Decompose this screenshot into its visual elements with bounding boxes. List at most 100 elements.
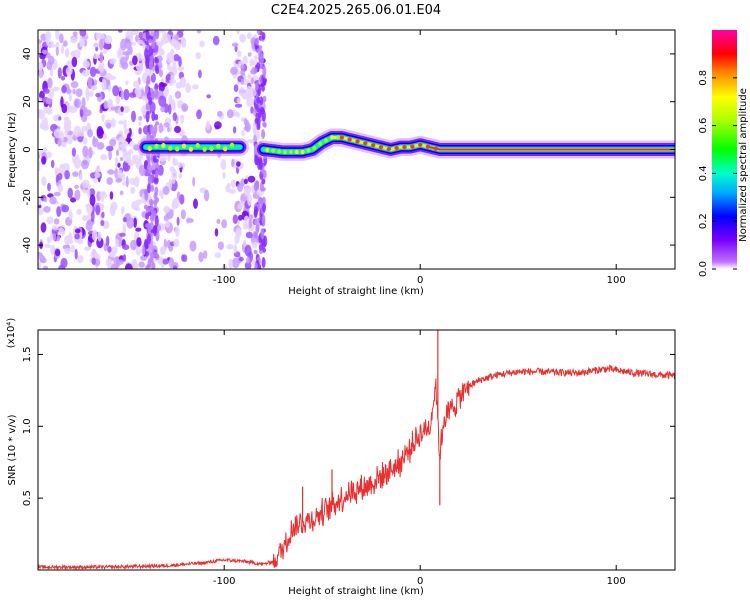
noise-speckle bbox=[112, 85, 120, 97]
noise-speckle bbox=[233, 243, 238, 254]
noise-speckle bbox=[125, 137, 132, 142]
noise-speckle bbox=[189, 240, 197, 252]
noise-speckle bbox=[94, 172, 101, 178]
noise-speckle bbox=[231, 257, 240, 269]
noise-speckle bbox=[178, 173, 183, 179]
noise-speckle bbox=[53, 191, 61, 197]
noise-speckle bbox=[231, 42, 239, 47]
noise-speckle bbox=[85, 86, 90, 98]
noise-speckle bbox=[243, 178, 248, 185]
noise-speckle bbox=[57, 184, 64, 193]
noise-speckle bbox=[147, 176, 152, 185]
noise-speckle bbox=[85, 220, 93, 231]
noise-speckle bbox=[147, 183, 151, 194]
noise-speckle bbox=[41, 156, 47, 165]
noise-speckle bbox=[109, 191, 114, 200]
noise-speckle bbox=[199, 40, 205, 48]
noise-speckle bbox=[63, 119, 72, 127]
noise-speckle bbox=[148, 96, 153, 106]
noise-speckle bbox=[261, 110, 266, 122]
noise-speckle bbox=[53, 218, 60, 225]
noise-speckle bbox=[130, 239, 137, 251]
noise-speckle bbox=[258, 158, 263, 171]
noise-speckle bbox=[79, 173, 83, 181]
snr-axes: -100 0 100 0.5 1.0 1.5 bbox=[22, 330, 675, 587]
noise-speckle bbox=[240, 64, 245, 70]
noise-speckle bbox=[228, 188, 236, 194]
signal-blob bbox=[402, 145, 407, 150]
signal-blob bbox=[195, 143, 200, 148]
noise-speckle bbox=[62, 40, 68, 47]
noise-speckle bbox=[78, 232, 83, 240]
signal-blob bbox=[175, 146, 180, 152]
noise-speckle bbox=[114, 168, 119, 179]
noise-speckle bbox=[172, 157, 176, 166]
noise-speckle bbox=[158, 122, 164, 134]
noise-speckle bbox=[82, 145, 89, 158]
noise-speckle bbox=[138, 31, 143, 39]
noise-speckle bbox=[253, 249, 258, 255]
noise-speckle bbox=[57, 67, 62, 79]
x-tick-label: 100 bbox=[607, 275, 626, 286]
noise-speckle bbox=[248, 218, 253, 229]
noise-speckle bbox=[75, 88, 83, 97]
noise-speckle bbox=[180, 209, 186, 220]
noise-speckle bbox=[245, 231, 253, 239]
noise-speckle bbox=[100, 219, 105, 227]
noise-speckle bbox=[171, 99, 176, 110]
noise-speckle bbox=[118, 30, 123, 33]
noise-speckle bbox=[195, 52, 201, 60]
signal-blob bbox=[223, 146, 228, 152]
noise-speckle bbox=[65, 123, 70, 134]
noise-speckle bbox=[46, 216, 54, 225]
noise-speckle bbox=[239, 33, 247, 43]
noise-speckle bbox=[66, 239, 74, 244]
noise-speckle bbox=[46, 107, 53, 115]
noise-speckle bbox=[172, 265, 178, 269]
noise-speckle bbox=[146, 75, 151, 84]
noise-speckle bbox=[110, 118, 116, 128]
noise-speckle bbox=[247, 52, 252, 57]
noise-speckle bbox=[147, 233, 151, 245]
noise-speckle bbox=[64, 247, 71, 255]
noise-speckle bbox=[97, 141, 105, 150]
noise-speckle bbox=[39, 255, 46, 263]
noise-speckle bbox=[252, 122, 256, 134]
noise-speckle bbox=[206, 94, 211, 99]
noise-speckle bbox=[43, 265, 48, 269]
y-tick-label: 0 bbox=[22, 146, 33, 152]
noise-speckle bbox=[212, 35, 220, 46]
noise-speckle bbox=[168, 257, 175, 269]
noise-speckle bbox=[116, 259, 124, 265]
signal-core bbox=[429, 146, 675, 151]
noise-speckle bbox=[133, 217, 138, 228]
noise-speckle bbox=[167, 127, 171, 133]
noise-speckle bbox=[260, 106, 265, 113]
signal-blob bbox=[265, 147, 270, 153]
noise-speckle bbox=[73, 98, 82, 109]
noise-speckle bbox=[97, 231, 102, 242]
signal-blob bbox=[209, 146, 214, 152]
snr-data bbox=[38, 330, 675, 570]
noise-speckle bbox=[177, 162, 183, 168]
noise-speckle bbox=[128, 92, 136, 98]
figure-title: C2E4.2025.265.06.01.E04 bbox=[271, 3, 441, 18]
signal-blob bbox=[371, 143, 376, 148]
noise-speckle bbox=[246, 256, 251, 264]
noise-speckle bbox=[243, 186, 251, 197]
noise-speckle bbox=[88, 188, 96, 197]
noise-speckle bbox=[160, 105, 166, 113]
noise-speckle bbox=[152, 131, 156, 139]
y-tick-label: -20 bbox=[22, 189, 33, 205]
noise-speckle bbox=[108, 252, 116, 258]
noise-speckle bbox=[154, 215, 159, 227]
noise-speckle bbox=[110, 106, 119, 111]
noise-speckle bbox=[105, 235, 110, 247]
signal-blob bbox=[347, 137, 352, 142]
noise-speckle bbox=[101, 211, 105, 219]
noise-speckle bbox=[248, 214, 254, 221]
noise-speckle bbox=[192, 84, 199, 90]
noise-speckle bbox=[158, 48, 165, 56]
noise-speckle bbox=[149, 221, 154, 229]
noise-speckle bbox=[121, 142, 127, 151]
